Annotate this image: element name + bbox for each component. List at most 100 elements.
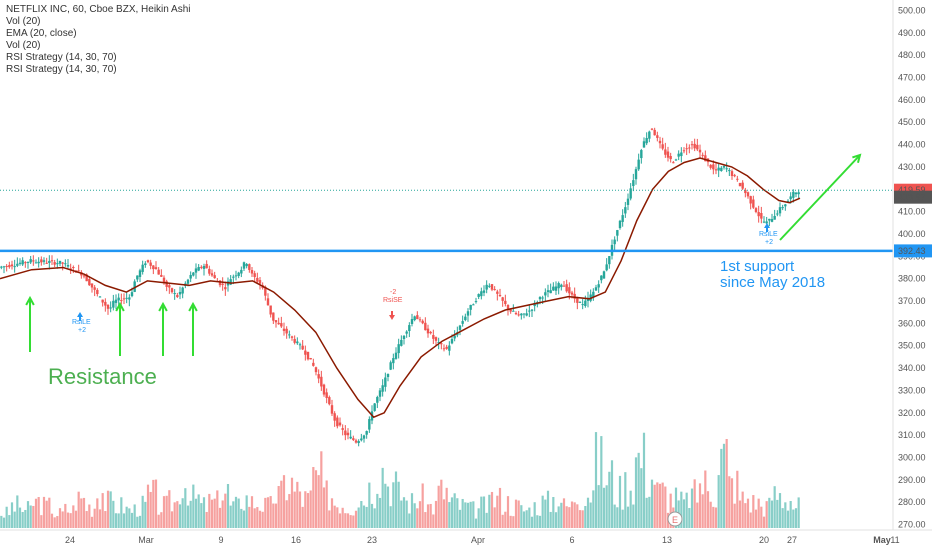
volume-bar [365,506,368,528]
volume-bar [152,479,155,528]
candle-body [32,260,35,262]
volume-bar [24,509,27,528]
candle-body [333,413,336,421]
volume-bar [88,504,91,528]
volume-bar [429,503,432,528]
volume-bar [344,513,347,528]
volume-bar [133,504,136,528]
volume-bar [128,508,131,528]
rsise-marker: -2 RsiSE [383,289,403,320]
candle-body [312,362,315,366]
volume-bar [501,514,504,528]
volume-bar [557,506,560,528]
volume-bar [277,486,280,528]
volume-bar [461,498,464,528]
earnings-marker[interactable]: E [667,511,683,527]
candle-body [736,178,739,180]
candle-body [402,335,406,340]
candle-body [296,341,299,344]
volume-bar [464,502,467,528]
candle-body [258,280,262,284]
candle-body [221,283,224,285]
y-tick-label: 270.00 [898,520,926,530]
volume-bar [701,494,704,528]
legend-line-1: Vol (20) [6,16,41,27]
x-tick-label: Mar [138,535,154,545]
volume-bar [637,452,640,528]
volume-bar [240,508,243,528]
candle-body [458,325,462,330]
candle-body [632,180,635,187]
candle-body [490,284,494,290]
volume-bar [698,483,702,528]
candle-body [488,285,491,287]
candle-body [429,331,432,334]
volume-bar [106,490,110,528]
candle-body [368,419,371,430]
candle-body [301,345,304,350]
candle-body [173,293,176,295]
candle-body [733,175,736,177]
candle-body [794,192,798,195]
volume-bar [184,488,187,528]
volume-bar [168,490,171,528]
candle-body [394,352,398,359]
candle-body [50,260,54,262]
y-tick-label: 490.00 [898,28,926,38]
candle-body [58,260,62,264]
volume-bar [208,493,211,528]
candle-body [245,263,248,267]
volume-bar [200,503,203,528]
volume-bar [613,504,616,528]
volume-bar [592,490,595,528]
volume-bar [496,495,499,528]
volume-bar [416,508,419,528]
volume-bar [144,501,147,528]
candle-body [304,350,307,355]
volume-bar [213,498,216,528]
volume-bar [616,507,619,528]
volume-bar [576,504,579,528]
candle-body [218,280,222,286]
volume-bar [77,491,80,528]
candle-body [117,297,120,301]
volume-bar [210,499,214,528]
candle-body [362,435,366,439]
volume-bar [605,485,608,528]
rsile-qty-2: +2 [765,239,773,246]
x-axis: 24 Mar 9 16 23 Apr 6 13 20 27 May 11 [65,535,900,545]
candle-body [24,262,27,264]
candle-body [66,264,70,267]
volume-bar [90,516,94,528]
volume-bar [688,508,691,528]
volume-bar [717,475,720,528]
y-tick-label: 410.00 [898,207,926,217]
candle-body [418,319,422,321]
y-tick-label: 290.00 [898,475,926,485]
candle-body [349,436,352,439]
volume-bar [421,483,424,528]
candle-body [200,266,203,268]
candle-body [373,403,376,411]
candle-body [136,275,139,280]
volume-bar [741,491,744,528]
volume-bar [722,443,726,528]
candle-body [16,263,19,266]
volume-bar [346,513,350,528]
legend-line-5: RSI Strategy (14, 30, 70) [6,64,117,75]
volume-bar [797,497,800,528]
volume-bar [85,511,88,528]
volume-bar [768,497,771,528]
candle-body [477,294,480,297]
volume-bar [608,471,611,528]
candle-body [616,230,619,236]
y-tick-label: 460.00 [898,95,926,105]
volume-bar [562,498,566,528]
volume-bar [274,503,278,528]
volume-bar [117,513,120,528]
volume-bar [176,501,179,528]
candle-body [101,299,104,303]
candle-body [522,313,526,315]
candle-body [224,287,227,290]
